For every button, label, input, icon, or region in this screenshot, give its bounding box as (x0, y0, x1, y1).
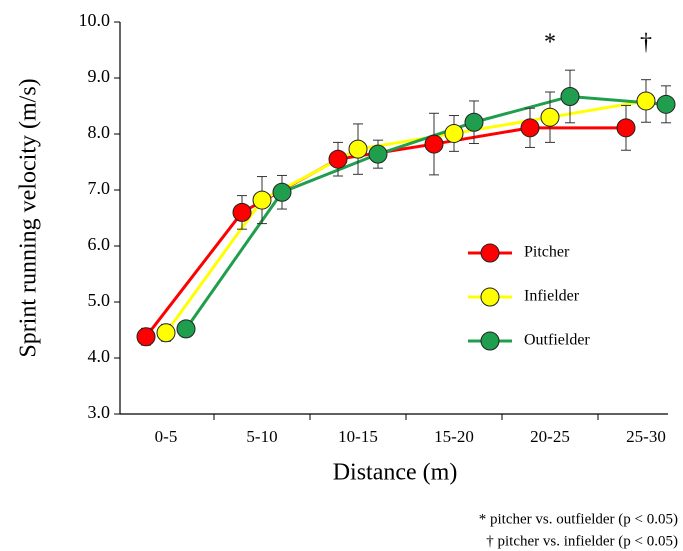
series-line (164, 99, 647, 334)
legend-marker (480, 243, 500, 263)
x-tick-label: 15-20 (434, 427, 474, 446)
data-point (252, 190, 272, 210)
y-tick-label: 6.0 (88, 234, 111, 254)
y-tick-label: 5.0 (88, 290, 111, 310)
data-point (616, 118, 636, 138)
data-point (136, 327, 156, 347)
data-point (636, 91, 656, 111)
x-tick-label: 0-5 (155, 427, 178, 446)
annotation: † (640, 30, 652, 56)
data-point (272, 182, 292, 202)
data-point (176, 319, 196, 339)
x-tick-label: 20-25 (530, 427, 570, 446)
data-point (348, 139, 368, 159)
legend-marker (480, 287, 500, 307)
y-tick-label: 10.0 (79, 10, 111, 30)
legend-label: Outfielder (524, 332, 590, 349)
y-axis-title: Sprint running velocity (m/s) (16, 78, 42, 357)
data-point (156, 323, 176, 343)
data-point (656, 94, 676, 114)
y-tick-label: 7.0 (88, 178, 111, 198)
footnote: * pitcher vs. outfielder (p < 0.05) (479, 511, 678, 527)
y-tick-label: 9.0 (88, 66, 111, 86)
data-point (232, 202, 252, 222)
annotation: * (544, 30, 556, 56)
data-point (540, 107, 560, 127)
data-point (444, 123, 464, 143)
x-tick-label: 5-10 (246, 427, 277, 446)
data-point (424, 134, 444, 154)
x-tick-label: 25-30 (626, 427, 666, 446)
legend-label: Pitcher (524, 244, 570, 261)
data-point (560, 86, 580, 106)
legend-marker (480, 331, 500, 351)
x-tick-label: 10-15 (338, 427, 378, 446)
legend-label: Infielder (524, 288, 580, 305)
y-tick-label: 3.0 (88, 402, 111, 422)
y-tick-label: 4.0 (88, 346, 111, 366)
y-tick-label: 8.0 (88, 122, 111, 142)
data-point (368, 144, 388, 164)
footnote: † pitcher vs. infielder (p < 0.05) (486, 533, 678, 549)
data-point (328, 149, 348, 169)
series-line (184, 94, 667, 330)
data-point (464, 112, 484, 132)
x-axis-title: Distance (m) (333, 460, 458, 486)
data-point (520, 118, 540, 138)
